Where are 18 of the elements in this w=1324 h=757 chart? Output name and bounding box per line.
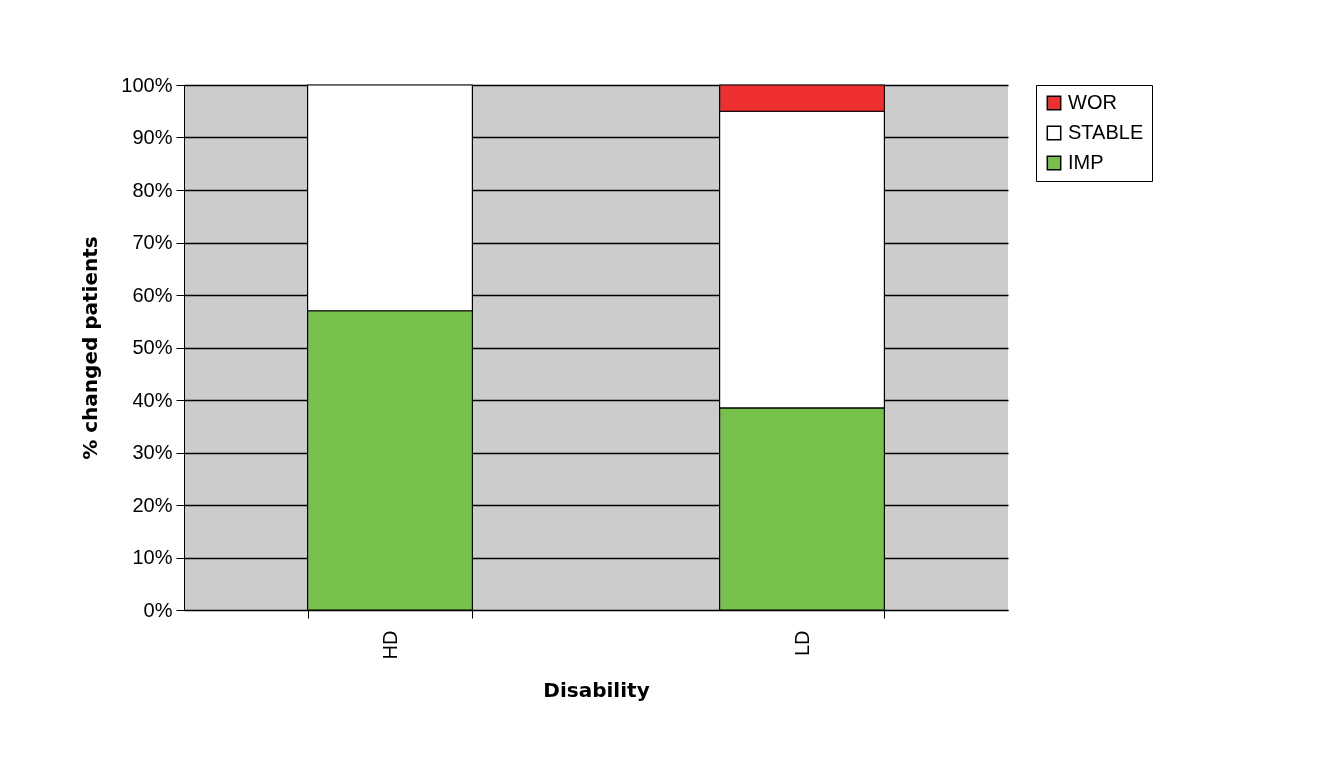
y-tick-label: 10%	[132, 546, 173, 568]
y-tick-label: 90%	[132, 126, 173, 148]
y-tick-label: 70%	[132, 231, 173, 253]
y-tick-label: 60%	[132, 283, 173, 306]
x-axis-title: Disability	[543, 678, 650, 703]
y-tick-label: 40%	[132, 388, 173, 411]
x-tick-label: LD	[790, 630, 813, 657]
y-tick-label: 0%	[143, 598, 173, 621]
y-tick-label: 50%	[132, 336, 173, 358]
y-tick-label: 100%	[121, 73, 173, 96]
y-tick-label: 80%	[132, 178, 173, 201]
y-tick-label: 30%	[132, 441, 173, 463]
legend-label: STABLE	[1068, 121, 1144, 143]
legend-label: IMP	[1068, 151, 1104, 173]
y-tick-label: 20%	[132, 493, 173, 516]
y-axis-title: % changed patients	[78, 236, 103, 460]
legend-label: WOR	[1068, 91, 1117, 113]
x-tick-label: HD	[378, 630, 401, 660]
